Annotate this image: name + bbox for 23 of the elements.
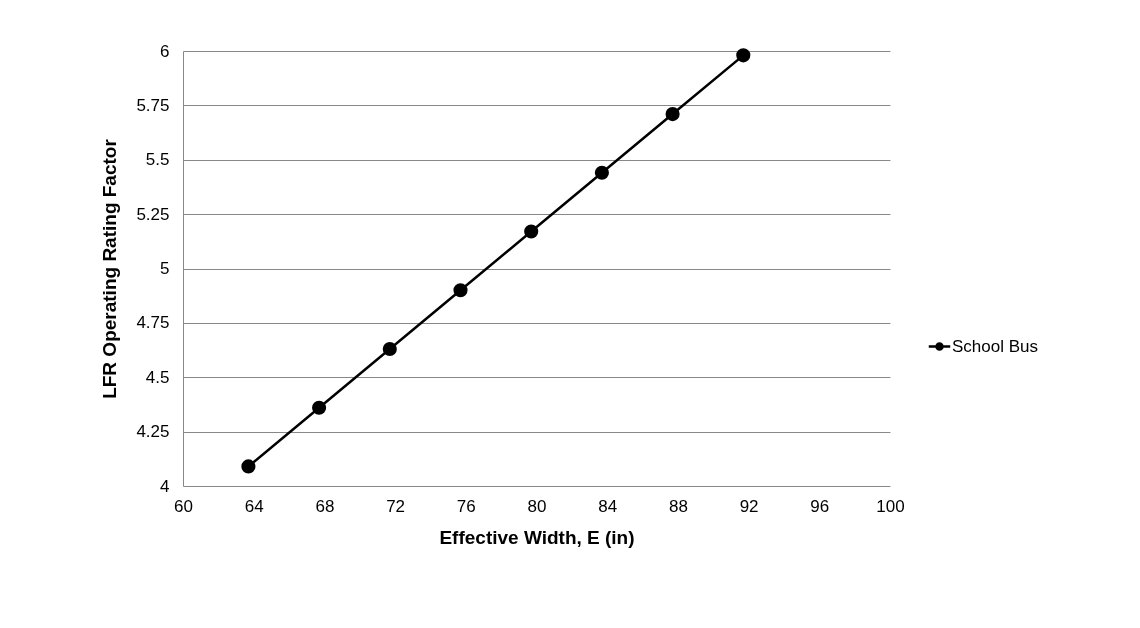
y-tick-label: 5.25 (136, 204, 170, 224)
y-tick-label: 4.25 (136, 422, 170, 442)
x-tick-label: 80 (527, 496, 547, 516)
x-tick-label: 68 (315, 496, 335, 516)
x-tick-label: 60 (174, 496, 193, 516)
x-tick-label: 76 (456, 496, 476, 516)
y-tick-label: 4.5 (145, 367, 170, 387)
y-tick-label: 5.75 (136, 95, 170, 115)
x-tick-label: 72 (386, 496, 406, 516)
x-tick-label: 92 (739, 496, 759, 516)
y-tick-label: 6 (160, 41, 170, 61)
x-tick-label: 96 (810, 496, 830, 516)
x-tick-label: 84 (598, 496, 618, 516)
x-tick-label: 64 (244, 496, 264, 516)
x-axis-title: Effective Width, E (in) (439, 526, 635, 548)
legend-label: School Bus (952, 336, 1038, 356)
y-tick-label: 4.75 (136, 313, 170, 333)
x-tick-label: 88 (668, 496, 688, 516)
x-tick-label: 100 (876, 496, 905, 516)
y-axis-title: LFR Operating Rating Factor (99, 138, 121, 399)
y-tick-label: 5.5 (145, 150, 170, 170)
y-tick-label: 4 (160, 476, 170, 496)
y-tick-label: 5 (160, 259, 170, 278)
